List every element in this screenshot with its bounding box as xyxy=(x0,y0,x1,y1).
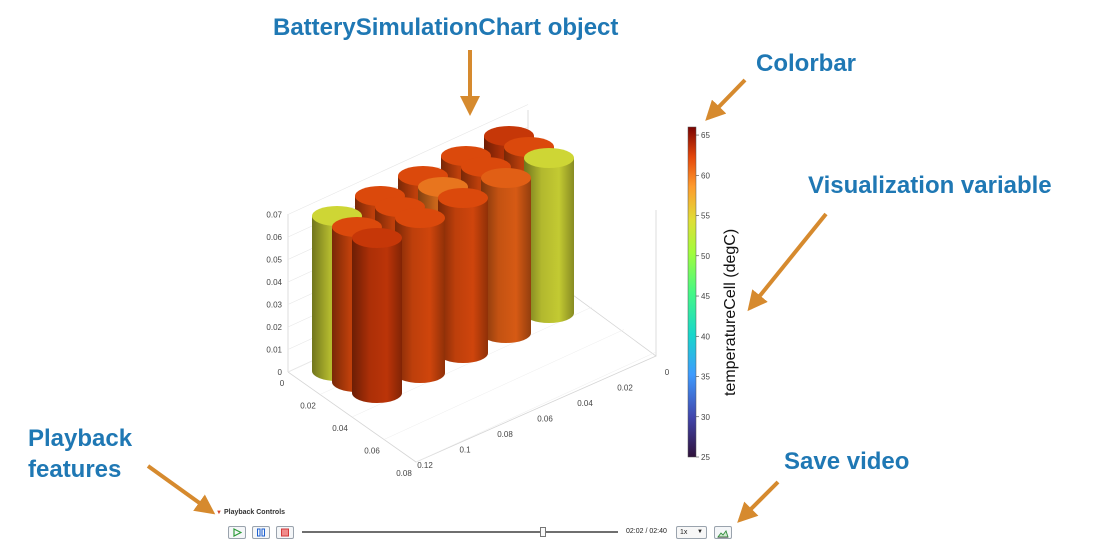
playback-controls-title: Playback Controls xyxy=(223,509,286,516)
y-tick-label: 0.02 xyxy=(300,402,316,411)
colorbar-ticks: 25 30 35 40 45 50 55 60 65 xyxy=(696,131,710,462)
battery-cell-body xyxy=(395,218,445,383)
annotation-visualization-variable: Visualization variable xyxy=(808,172,1052,199)
colorbar-gradient xyxy=(687,126,697,458)
x-tick-label: 0.06 xyxy=(537,415,553,424)
z-tick-label: 0.01 xyxy=(266,346,282,355)
colorbar: 25 30 35 40 45 50 55 60 65 temperatureCell (degC… xyxy=(687,126,739,462)
colorbar-tick-label: 40 xyxy=(701,332,710,341)
playback-time-display: 02:02 / 02:40 xyxy=(626,528,667,535)
annotation-playback-features-line2: features xyxy=(28,456,122,483)
playback-speed-dropdown[interactable]: 1x ▼ xyxy=(676,526,707,539)
y-tick-label: 0 xyxy=(280,379,285,388)
pause-button[interactable] xyxy=(252,526,270,539)
x-tick-label: 0.04 xyxy=(577,399,593,408)
colorbar-tick-label: 30 xyxy=(701,413,710,422)
z-tick-label: 0.03 xyxy=(266,301,282,310)
z-tick-label: 0.06 xyxy=(266,233,282,242)
battery-cells xyxy=(312,126,574,403)
battery-cell xyxy=(438,188,488,363)
x-tick-label: 0.1 xyxy=(459,446,471,455)
battery-cell-body xyxy=(352,238,402,403)
battery-cell-top xyxy=(352,228,402,248)
y-tick-label: 0.08 xyxy=(396,469,412,478)
arrow-colorbar xyxy=(705,78,747,121)
z-gridline xyxy=(287,104,529,215)
pause-icon xyxy=(257,528,265,537)
colorbar-tick-label: 60 xyxy=(701,171,710,180)
battery-cell xyxy=(352,228,402,403)
battery-cell-body xyxy=(438,198,488,363)
z-tick-label: 0.02 xyxy=(266,323,282,332)
playback-slider-track[interactable] xyxy=(302,531,618,533)
stop-icon xyxy=(281,528,289,537)
colorbar-label: temperatureCell (degC) xyxy=(722,229,739,396)
z-tick-label: 0 xyxy=(278,368,283,377)
battery-cell xyxy=(481,168,531,343)
playback-controls-header[interactable]: ▼ Playback Controls xyxy=(216,509,285,516)
battery-cell-top xyxy=(524,148,574,168)
arrow-save-video xyxy=(737,480,780,523)
save-video-icon xyxy=(717,529,729,538)
stop-button[interactable] xyxy=(276,526,294,539)
play-button[interactable] xyxy=(228,526,246,539)
annotation-save-video: Save video xyxy=(784,448,910,475)
battery-cell xyxy=(524,148,574,323)
battery-cell-top xyxy=(395,208,445,228)
colorbar-tick-label: 65 xyxy=(701,131,710,140)
play-icon xyxy=(233,528,242,537)
battery-cell xyxy=(395,208,445,383)
arrow-playback-features xyxy=(146,464,216,515)
battery-cell-body xyxy=(524,158,574,323)
colorbar-tick-label: 45 xyxy=(701,292,710,301)
battery-cell-top xyxy=(438,188,488,208)
arrow-visualization-variable xyxy=(747,212,828,312)
z-tick-label: 0.05 xyxy=(266,256,282,265)
battery-cell-body xyxy=(481,178,531,343)
colorbar-tick-label: 50 xyxy=(701,252,710,261)
x-tick-label: 0.02 xyxy=(617,384,633,393)
colorbar-tick-label: 25 xyxy=(701,453,710,462)
x-tick-label: 0.12 xyxy=(417,461,433,470)
playback-slider-thumb[interactable] xyxy=(539,527,546,537)
playback-speed-value: 1x xyxy=(680,529,688,536)
colorbar-tick-label: 35 xyxy=(701,373,710,382)
annotation-playback-features-line1: Playback xyxy=(28,425,133,452)
collapse-triangle-icon: ▼ xyxy=(216,510,222,516)
axis-tick-labels: 0 0.01 0.02 0.03 0.04 0.05 0.06 0.07 0 0.02 0.04 0.… xyxy=(266,211,669,479)
annotation-chart-object: BatterySimulationChart object xyxy=(273,14,619,41)
x-tick-label: 0.08 xyxy=(497,430,513,439)
y-tick-label: 0.04 xyxy=(332,424,348,433)
chevron-down-icon: ▼ xyxy=(697,529,703,535)
colorbar-tick-label: 55 xyxy=(701,212,710,221)
y-gridline xyxy=(415,351,657,463)
battery-cell-top xyxy=(481,168,531,188)
save-video-button[interactable] xyxy=(714,526,732,539)
y-tick-label: 0.06 xyxy=(364,447,380,456)
y-gridline xyxy=(383,329,625,440)
annotation-colorbar: Colorbar xyxy=(756,50,857,77)
z-tick-label: 0.07 xyxy=(266,211,282,220)
z-tick-label: 0.04 xyxy=(266,278,282,287)
x-tick-label: 0 xyxy=(665,368,670,377)
